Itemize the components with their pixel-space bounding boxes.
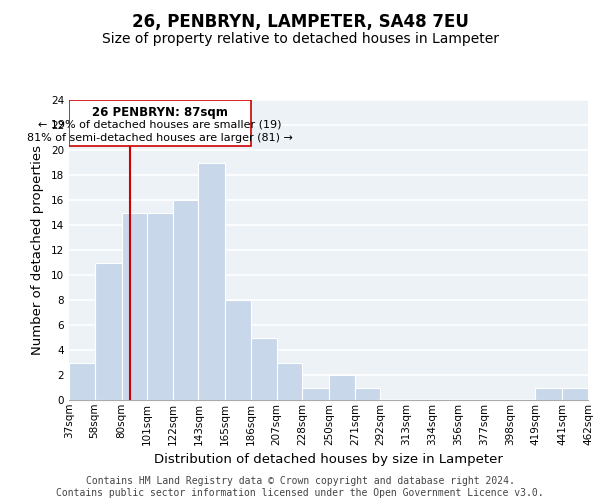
Bar xyxy=(277,362,302,400)
Bar xyxy=(199,162,226,400)
Text: ← 19% of detached houses are smaller (19): ← 19% of detached houses are smaller (19… xyxy=(38,120,282,130)
Bar xyxy=(226,300,251,400)
Bar xyxy=(122,212,147,400)
Bar xyxy=(535,388,562,400)
Bar xyxy=(302,388,329,400)
Bar xyxy=(562,388,588,400)
Bar xyxy=(69,362,95,400)
Text: Size of property relative to detached houses in Lampeter: Size of property relative to detached ho… xyxy=(101,32,499,46)
Bar xyxy=(95,262,122,400)
Bar xyxy=(355,388,380,400)
Bar xyxy=(147,212,173,400)
Bar xyxy=(329,375,355,400)
X-axis label: Distribution of detached houses by size in Lampeter: Distribution of detached houses by size … xyxy=(154,453,503,466)
Text: Contains HM Land Registry data © Crown copyright and database right 2024.
Contai: Contains HM Land Registry data © Crown c… xyxy=(56,476,544,498)
Y-axis label: Number of detached properties: Number of detached properties xyxy=(31,145,44,355)
Bar xyxy=(173,200,199,400)
Text: 81% of semi-detached houses are larger (81) →: 81% of semi-detached houses are larger (… xyxy=(27,133,293,143)
FancyBboxPatch shape xyxy=(69,100,251,146)
Bar xyxy=(251,338,277,400)
Text: 26, PENBRYN, LAMPETER, SA48 7EU: 26, PENBRYN, LAMPETER, SA48 7EU xyxy=(131,12,469,30)
Text: 26 PENBRYN: 87sqm: 26 PENBRYN: 87sqm xyxy=(92,106,228,118)
